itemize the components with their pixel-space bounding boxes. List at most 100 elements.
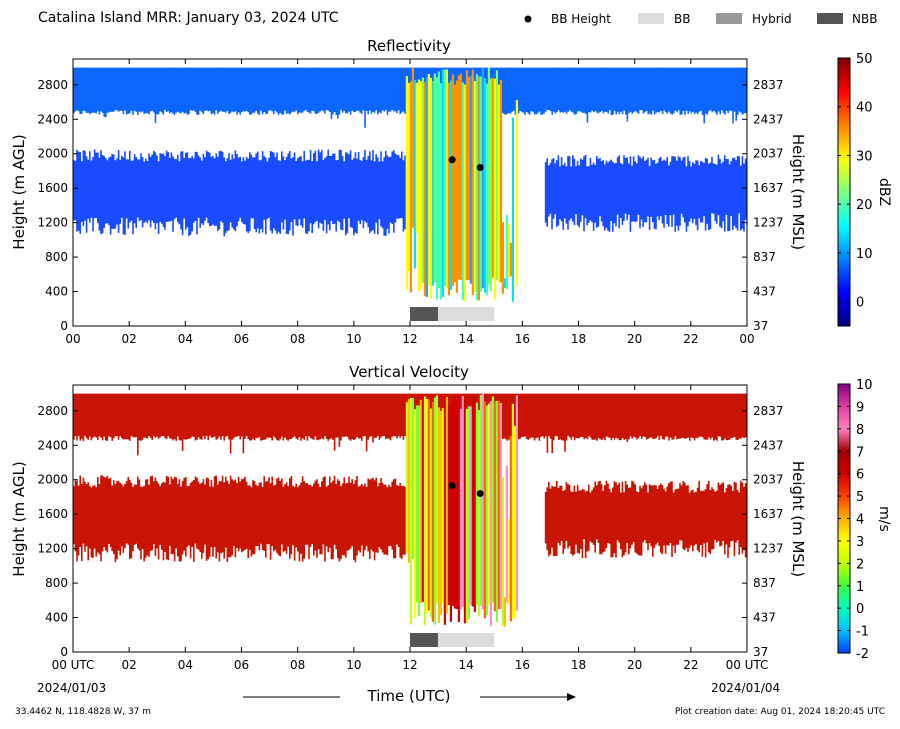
y-tick-label: 2800 xyxy=(37,78,68,92)
y-tick-label-right: 837 xyxy=(753,576,776,590)
colorbar-tick-label: 2 xyxy=(856,557,864,572)
plot-creation-date: Plot creation date: Aug 01, 2024 18:20:4… xyxy=(675,707,885,717)
bb-height-marker xyxy=(448,156,456,164)
x-tick-label: 22 xyxy=(683,332,698,346)
y-tick-label: 1600 xyxy=(37,507,68,521)
y-tick-label: 2000 xyxy=(37,147,68,161)
colorbar xyxy=(837,57,851,327)
y-tick-label: 1200 xyxy=(37,216,68,230)
colorbar-tick-label: 50 xyxy=(856,52,873,67)
x-tick-label: 12 xyxy=(402,658,417,672)
y-tick-label-right: 437 xyxy=(753,285,776,299)
reflectivity-plot-area xyxy=(73,67,747,302)
bb-type-bar xyxy=(438,633,495,647)
date-start-label: 2024/01/03 xyxy=(37,681,106,695)
y-tick-label-right: 2037 xyxy=(753,147,784,161)
y-tick-label: 2000 xyxy=(37,473,68,487)
bb-type-bar xyxy=(438,307,495,321)
bb-type-bar xyxy=(410,307,439,321)
colorbar-tick-label: 5 xyxy=(856,490,864,505)
x-tick-label: 18 xyxy=(571,332,586,346)
y-tick-label-right: 2437 xyxy=(753,112,784,126)
hybrid-legend-swatch xyxy=(716,13,742,24)
y-tick-label: 400 xyxy=(45,611,68,625)
legend-nbb-label: NBB xyxy=(852,12,877,26)
y-tick-label-right: 37 xyxy=(753,319,768,333)
time-arrow-head xyxy=(567,693,576,701)
x-tick-label: 10 xyxy=(346,332,361,346)
x-tick-label: 10 xyxy=(346,658,361,672)
colorbar-tick-label: 7 xyxy=(856,445,864,460)
date-end-label: 2024/01/04 xyxy=(711,681,780,695)
precip-region xyxy=(405,67,518,302)
y-tick-label: 2800 xyxy=(37,404,68,418)
x-tick-label: 04 xyxy=(178,332,193,346)
x-tick-label: 02 xyxy=(122,332,137,346)
x-tick-label: 08 xyxy=(290,658,305,672)
station-coords: 33.4462 N, 118.4828 W, 37 m xyxy=(15,707,151,717)
colorbar-tick-label: -2 xyxy=(856,647,869,662)
x-tick-label: 14 xyxy=(459,658,474,672)
legend-bb-height-label: BB Height xyxy=(551,12,611,26)
y-tick-label: 400 xyxy=(45,285,68,299)
echo-layer xyxy=(73,475,406,563)
x-tick-label: 20 xyxy=(627,332,642,346)
reflectivity-ylabel: Height (m AGL) xyxy=(10,134,28,249)
y-tick-label: 1600 xyxy=(37,181,68,195)
colorbar-tick-label: 3 xyxy=(856,535,864,550)
y-tick-label: 0 xyxy=(60,645,68,659)
velocity-ylabel-right: Height (m MSL) xyxy=(789,461,807,577)
precip-region xyxy=(405,393,518,627)
y-tick-label: 1200 xyxy=(37,542,68,556)
colorbar-tick-label: 6 xyxy=(856,468,864,483)
bb-height-marker xyxy=(476,490,484,498)
y-tick-label-right: 1637 xyxy=(753,181,784,195)
y-tick-label-right: 437 xyxy=(753,611,776,625)
x-tick-label: 00 UTC xyxy=(52,658,95,672)
colorbar-tick-label: 9 xyxy=(856,400,864,415)
y-tick-label: 800 xyxy=(45,250,68,264)
velocity-plot-area xyxy=(73,393,747,627)
colorbar-tick-label: 0 xyxy=(856,602,864,617)
x-tick-label: 04 xyxy=(178,658,193,672)
x-tick-label: 20 xyxy=(627,658,642,672)
bb-type-bar xyxy=(410,633,439,647)
colorbar-tick-label: 30 xyxy=(856,149,873,164)
echo-layer xyxy=(544,480,747,559)
x-tick-label: 22 xyxy=(683,658,698,672)
bb-height-legend-marker xyxy=(524,15,532,23)
colorbar-tick-label: 10 xyxy=(856,378,873,393)
bb-height-marker xyxy=(476,164,484,172)
figure-title: Catalina Island MRR: January 03, 2024 UT… xyxy=(38,10,339,26)
vertical-velocity-panel: Vertical Velocity Height (m AGL) Height … xyxy=(10,363,892,672)
reflectivity-title: Reflectivity xyxy=(367,37,451,55)
x-tick-label: 08 xyxy=(290,332,305,346)
colorbar-tick-label: -1 xyxy=(856,625,869,640)
y-tick-label-right: 1637 xyxy=(753,507,784,521)
y-tick-label: 800 xyxy=(45,576,68,590)
x-tick-label: 14 xyxy=(459,332,474,346)
footer: 2024/01/03 2024/01/04 Time (UTC) 33.4462… xyxy=(15,681,885,717)
y-tick-label: 2400 xyxy=(37,438,68,452)
legend-bb-label: BB xyxy=(674,12,690,26)
reflectivity-ylabel-right: Height (m MSL) xyxy=(789,134,807,250)
x-tick-label: 16 xyxy=(515,332,530,346)
reflectivity-colorbar-label: dBZ xyxy=(876,178,892,206)
x-tick-label: 18 xyxy=(571,658,586,672)
reflectivity-panel: Reflectivity Height (m AGL) Height (m MS… xyxy=(10,37,892,346)
x-tick-label: 06 xyxy=(234,332,249,346)
y-tick-label-right: 37 xyxy=(753,645,768,659)
colorbar-tick-label: 1 xyxy=(856,580,864,595)
y-tick-label-right: 2837 xyxy=(753,78,784,92)
echo-layer xyxy=(73,149,406,237)
x-tick-label: 06 xyxy=(234,658,249,672)
nbb-legend-swatch xyxy=(817,13,843,24)
y-tick-label: 0 xyxy=(60,319,68,333)
y-tick-label-right: 837 xyxy=(753,250,776,264)
x-tick-label: 00 UTC xyxy=(726,658,769,672)
y-tick-label-right: 1237 xyxy=(753,542,784,556)
y-tick-label: 2400 xyxy=(37,112,68,126)
velocity-colorbar-label: m/s xyxy=(876,506,892,532)
